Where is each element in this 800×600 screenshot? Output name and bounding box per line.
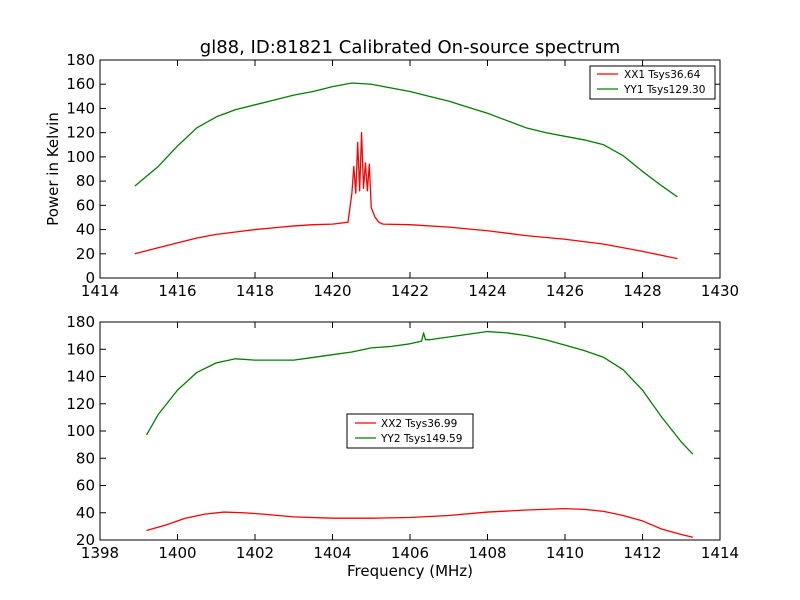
- x-tick-label: 1414: [701, 544, 739, 562]
- series-line: [145, 330, 694, 455]
- x-tick-label: 1404: [313, 544, 351, 562]
- x-tick-label: 1422: [391, 282, 429, 300]
- y-tick-label: 100: [66, 422, 95, 440]
- y-tick-label: 80: [76, 449, 95, 467]
- x-tick-label: 1402: [236, 544, 274, 562]
- figure-title: gl88, ID:81821 Calibrated On-source spec…: [200, 37, 620, 58]
- y-tick-label: 80: [76, 172, 95, 190]
- y-tick-label: 60: [76, 196, 95, 214]
- x-tick-label: 1414: [81, 282, 119, 300]
- y-tick-label: 140: [66, 99, 95, 117]
- tick-labels: 1414 1416 1418 1420 1422 1424 1426 1428 1430 0 20 4…: [66, 51, 739, 300]
- x-tick-label: 1430: [701, 282, 739, 300]
- y-tick-label: 120: [66, 124, 95, 142]
- y-tick-label: 160: [66, 340, 95, 358]
- plot-frame: [99, 321, 721, 541]
- x-tick-label: 1412: [623, 544, 661, 562]
- legend: XX1 Tsys36.64 YY1 Tsys129.30: [589, 65, 716, 100]
- legend-label: XX2 Tsys36.99: [381, 418, 457, 430]
- x-tick-label: 1418: [236, 282, 274, 300]
- legend-box: [346, 413, 474, 449]
- x-tick-label: 1410: [546, 544, 584, 562]
- legend: XX2 Tsys36.99 YY2 Tsys149.59: [346, 413, 474, 449]
- x-axis-label: Frequency (MHz): [347, 562, 473, 580]
- series-line: [134, 132, 678, 260]
- legend-label: YY1 Tsys129.30: [623, 84, 705, 96]
- y-tick-label: 0: [85, 269, 95, 287]
- plot-frame: [99, 59, 721, 279]
- y-tick-label: 180: [66, 313, 95, 331]
- y-tick-label: 40: [76, 504, 95, 522]
- y-tick-label: 160: [66, 75, 95, 93]
- y-tick-label: 60: [76, 477, 95, 495]
- y-tick-label: 20: [76, 531, 95, 549]
- legend-label: XX1 Tsys36.64: [624, 69, 701, 81]
- tick-labels: 1398 1400 1402 1404 1406 1408 1410 1412 1414 20 40…: [66, 313, 739, 562]
- x-tick-label: 1416: [158, 282, 196, 300]
- x-tick-label: 1426: [546, 282, 584, 300]
- x-tick-label: 1428: [623, 282, 661, 300]
- chart-top: 1414 1416 1418 1420 1422 1424 1426 1428 1430 0 20 4…: [44, 51, 739, 300]
- x-tick-label: 1406: [391, 544, 429, 562]
- y-tick-label: 100: [66, 148, 95, 166]
- series-line: [146, 508, 694, 538]
- series-lines: [145, 330, 694, 538]
- series-line: [134, 82, 678, 198]
- series-lines: [134, 82, 678, 260]
- legend-label: YY2 Tsys149.59: [380, 433, 462, 445]
- x-tick-label: 1424: [468, 282, 506, 300]
- x-tick-label: 1400: [158, 544, 196, 562]
- legend-box: [589, 65, 716, 100]
- y-tick-label: 40: [76, 221, 95, 239]
- y-tick-label: 140: [66, 368, 95, 386]
- y-tick-label: 120: [66, 395, 95, 413]
- y-axis-label: Power in Kelvin: [44, 112, 62, 226]
- y-tick-label: 20: [76, 245, 95, 263]
- chart-bottom: 1398 1400 1402 1404 1406 1408 1410 1412 1414 20 40…: [66, 313, 739, 580]
- x-tick-label: 1420: [313, 282, 351, 300]
- y-tick-label: 180: [66, 51, 95, 69]
- x-tick-label: 1398: [81, 544, 119, 562]
- x-tick-label: 1408: [468, 544, 506, 562]
